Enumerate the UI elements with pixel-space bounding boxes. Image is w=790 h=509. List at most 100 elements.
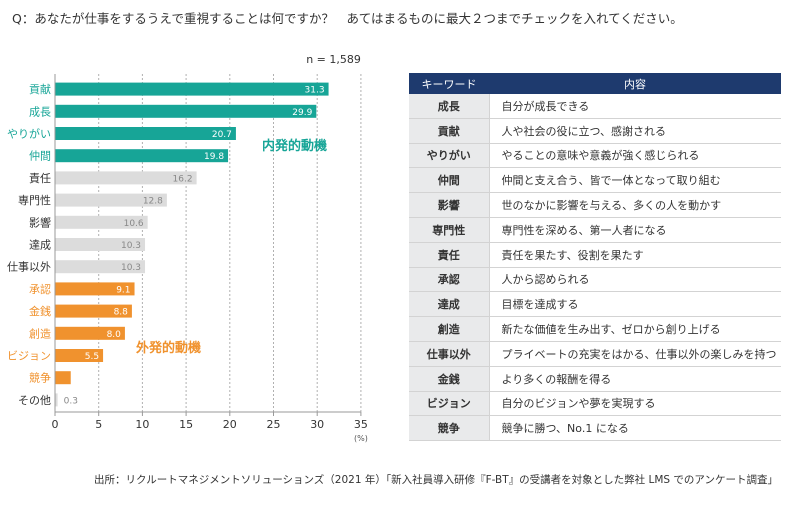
bar	[55, 282, 135, 296]
tick-label: 20	[223, 418, 237, 431]
table-row: 競争 競争に勝つ、No.1 になる	[409, 415, 781, 442]
table-row: 責任 責任を果たす、役割を果たす	[409, 242, 781, 268]
table-row: 金銭 より多くの報酬を得る	[409, 366, 781, 392]
value-label: 10.3	[121, 263, 141, 273]
bar	[55, 149, 229, 163]
bar	[55, 104, 317, 118]
table-description-cell: 自分が成長できる	[489, 94, 781, 119]
table-keyword-cell: やりがい	[409, 143, 490, 169]
table-description-cell: 競争に勝つ、No.1 になる	[489, 415, 781, 442]
table-keyword-cell: 金銭	[409, 366, 490, 392]
value-label: 12.8	[143, 197, 163, 207]
value-label: 20.7	[212, 130, 232, 140]
table-keyword-cell: ビジョン	[409, 391, 490, 417]
value-label: 10.3	[121, 241, 141, 251]
extrinsic-motivation-label: 外発的動機	[135, 340, 201, 356]
bar	[55, 304, 132, 318]
value-label: 10.6	[124, 219, 144, 229]
bar	[55, 193, 167, 207]
value-label: 0.3	[64, 396, 78, 406]
tick-label: 0	[52, 418, 59, 431]
question-text: Q：あなたが仕事をするうえで重視することは何ですか？ あてはまるものに最大２つま…	[12, 11, 683, 26]
bar	[55, 371, 71, 385]
table-description-cell: 目標を達成する	[489, 291, 781, 318]
table-description-cell: 新たな価値を生み出す、ゼロから創り上げる	[489, 316, 781, 342]
category-label: 貢献	[29, 82, 51, 96]
table-description-cell: やることの意味や意義が強く感じられる	[489, 143, 781, 169]
table-keyword-cell: 影響	[409, 192, 490, 218]
table-row: 貢献 人や社会の役に立つ、感謝される	[409, 118, 781, 144]
table-description-cell: プライベートの充実をはかる、仕事以外の楽しみを持つ	[489, 341, 781, 367]
table-keyword-cell: 貢献	[409, 118, 490, 144]
category-label: 責任	[29, 171, 51, 185]
category-label: 仲間	[29, 149, 51, 163]
table-row: やりがい やることの意味や意義が強く感じられる	[409, 143, 781, 169]
table-description-cell: 世のなかに影響を与える、多くの人を動かす	[489, 192, 781, 218]
table-description-cell: 人から認められる	[489, 267, 781, 293]
table-row: 創造 新たな価値を生み出す、ゼロから創り上げる	[409, 316, 781, 342]
bar	[55, 326, 125, 340]
table-description-cell: 仲間と支え合う、皆で一体となって取り組む	[489, 167, 781, 194]
category-label: 影響	[29, 215, 51, 229]
table-keyword-cell: 仕事以外	[409, 341, 490, 367]
table-row: 仲間 仲間と支え合う、皆で一体となって取り組む	[409, 167, 781, 194]
tick-label: 15	[179, 418, 193, 431]
table-row: 承認 人から認められる	[409, 267, 781, 293]
tick-label: 5	[95, 418, 102, 431]
keyword-table: キーワード 内容 成長 自分が成長できる 貢献 人や社会の役に立つ、感謝される やりがい…	[409, 73, 781, 442]
value-label: 9.1	[116, 285, 130, 295]
table-row: 専門性 専門性を深める、第一人者になる	[409, 217, 781, 243]
table-keyword-cell: 達成	[409, 291, 490, 318]
tick-label: 30	[310, 418, 324, 431]
category-label: 仕事以外	[7, 261, 51, 274]
table-header-row: キーワード 内容	[409, 73, 781, 94]
category-label: 成長	[29, 105, 51, 118]
value-label: 19.8	[204, 152, 224, 162]
category-label: 創造	[29, 326, 51, 340]
table-keyword-cell: 責任	[409, 242, 490, 268]
bar	[55, 349, 104, 362]
tick-label: 25	[267, 418, 281, 431]
value-label: 8.8	[114, 308, 129, 318]
table-row: 成長 自分が成長できる	[409, 94, 781, 119]
category-label: 金銭	[29, 304, 51, 318]
unit-label: (%)	[354, 434, 368, 443]
table-keyword-cell: 承認	[409, 267, 490, 293]
table-description-cell: より多くの報酬を得る	[489, 366, 781, 392]
category-label: やりがい	[7, 127, 51, 141]
table-keyword-cell: 競争	[409, 415, 490, 442]
value-label: 31.3	[305, 86, 325, 96]
table-keyword-cell: 仲間	[409, 167, 490, 194]
table-keyword-cell: 専門性	[409, 217, 490, 243]
source-note: 出所：リクルートマネジメントソリューションズ（2021 年）「新入社員導入研修『…	[94, 474, 778, 486]
table-description-cell: 人や社会の役に立つ、感謝される	[489, 118, 781, 144]
table-header-keyword: キーワード	[409, 73, 489, 94]
intrinsic-motivation-label: 内発的動機	[262, 138, 327, 154]
bar	[55, 260, 146, 274]
bar-chart: n = 1,589 貢献 31.3 成長 29.9 やりがい 20.7 仲間 19.8 責任 16.…	[7, 53, 368, 443]
sample-size-label: n = 1,589	[306, 53, 361, 66]
category-label: 競争	[29, 371, 51, 385]
value-label: 8.0	[107, 330, 122, 340]
table-header-description: 内容	[489, 73, 781, 94]
table-description-cell: 責任を果たす、役割を果たす	[489, 242, 781, 268]
category-label: 承認	[29, 282, 51, 296]
value-label: 5.5	[85, 352, 99, 362]
category-label: 達成	[29, 239, 51, 252]
bar	[55, 82, 329, 96]
table-row: ビジョン 自分のビジョンや夢を実現する	[409, 391, 781, 417]
tick-label: 10	[135, 418, 149, 431]
bar	[55, 238, 146, 251]
bar	[55, 171, 197, 185]
value-label: 29.9	[292, 108, 312, 118]
table-row: 達成 目標を達成する	[409, 291, 781, 318]
table-description-cell: 自分のビジョンや夢を実現する	[489, 391, 781, 417]
table-keyword-cell: 成長	[409, 94, 490, 119]
table-row: 仕事以外 プライベートの充実をはかる、仕事以外の楽しみを持つ	[409, 341, 781, 367]
table-row: 影響 世のなかに影響を与える、多くの人を動かす	[409, 192, 781, 218]
table-keyword-cell: 創造	[409, 316, 490, 342]
bar	[55, 215, 148, 229]
category-label: ビジョン	[7, 350, 51, 363]
bar	[55, 127, 236, 140]
tick-label: 35	[354, 418, 368, 431]
